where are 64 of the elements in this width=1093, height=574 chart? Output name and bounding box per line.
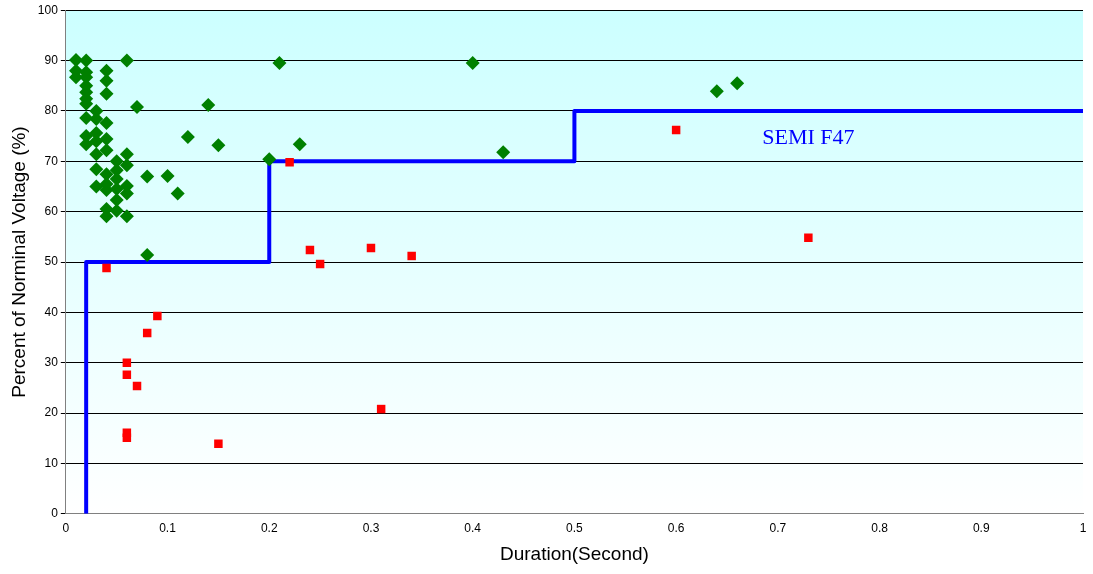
point: [89, 162, 104, 177]
point: [99, 167, 114, 182]
point: [153, 311, 162, 321]
point: [119, 158, 134, 173]
x-tick-label: 0.4: [464, 521, 482, 536]
x-tick-label: 1: [1079, 521, 1087, 536]
point: [211, 138, 226, 153]
x-tick-label: 0.5: [566, 521, 584, 536]
point: [292, 137, 307, 152]
point: [160, 168, 175, 183]
x-tick-label: 0: [62, 521, 70, 536]
point: [709, 84, 724, 99]
point: [99, 63, 114, 78]
point: [465, 56, 480, 71]
point: [89, 147, 104, 162]
point: [79, 53, 94, 68]
point: [99, 143, 114, 158]
point: [262, 152, 277, 167]
point: [201, 97, 216, 112]
point: [140, 247, 155, 262]
point: [79, 110, 94, 125]
point: [99, 86, 114, 101]
y-tick-label: 40: [44, 304, 59, 319]
y-tick-label: 90: [44, 52, 59, 67]
x-tick-label: 0.9: [972, 521, 990, 536]
point: [180, 130, 195, 145]
x-tick-label: 0.8: [871, 521, 889, 536]
x-tick-label: 0.7: [769, 521, 787, 536]
y-axis-title: Percent of Norminal Voltage (%): [7, 126, 29, 398]
point: [407, 251, 416, 261]
x-tick-label: 0.2: [260, 521, 278, 536]
series-label: SEMI F47: [762, 123, 855, 149]
point: [119, 209, 134, 224]
point: [214, 439, 223, 449]
point: [119, 53, 134, 68]
point: [89, 179, 104, 194]
point: [496, 145, 511, 160]
point: [730, 76, 745, 91]
point: [272, 56, 287, 71]
y-tick-label: 50: [44, 254, 59, 269]
x-tick-label: 0.1: [159, 521, 177, 536]
y-tick-label: 80: [44, 103, 59, 118]
point: [119, 147, 134, 162]
point: [109, 203, 124, 218]
point: [804, 233, 813, 243]
y-tick-label: 60: [44, 203, 59, 218]
x-axis-title: Duration(Second): [499, 542, 649, 564]
point: [102, 263, 111, 273]
y-tick-label: 100: [37, 2, 59, 17]
point: [99, 73, 114, 88]
y-tick-label: 10: [44, 455, 59, 470]
point: [122, 358, 132, 367]
point: [140, 169, 155, 184]
point: [109, 193, 124, 208]
y-tick-label: 30: [44, 355, 59, 370]
y-tick-label: 20: [44, 405, 59, 420]
point: [285, 158, 294, 167]
y-tick-label: 70: [44, 153, 59, 168]
point: [99, 116, 114, 131]
point: [130, 99, 145, 114]
x-tick-label: 0.3: [362, 521, 380, 536]
x-tick-label: 0.6: [667, 521, 685, 536]
point: [170, 186, 185, 201]
y-tick-label: 0: [51, 506, 59, 521]
